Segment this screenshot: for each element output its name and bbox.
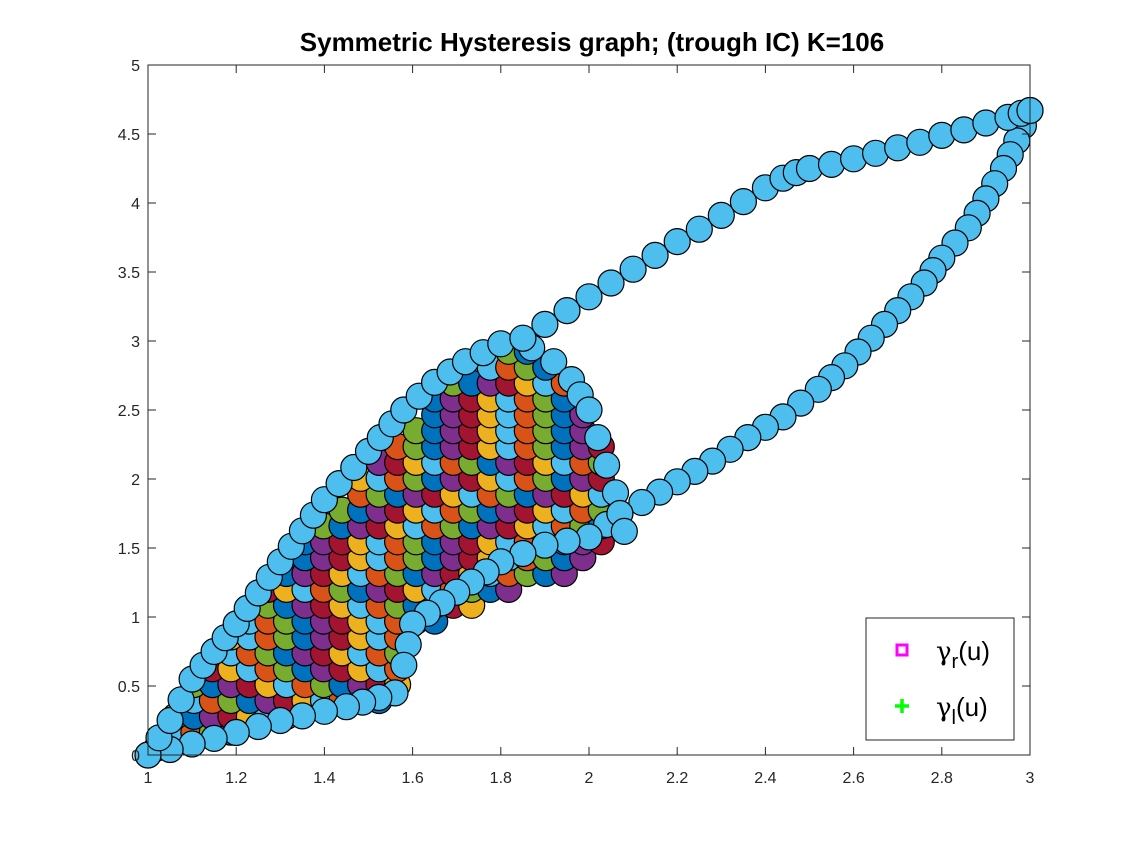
data-point [685,215,713,243]
data-point [597,269,625,297]
x-tick-label: 1.2 [225,770,247,787]
y-tick-label: 0.5 [118,679,140,696]
y-tick-label: 4 [131,196,140,213]
legend-marker-square [895,643,909,657]
legend-suffix: (u) [958,636,990,666]
data-point [540,348,568,376]
data-point [575,396,603,424]
x-tick-label: 1.8 [490,770,512,787]
legend-suffix: (u) [956,692,988,722]
data-point [619,255,647,283]
data-point [663,228,691,256]
x-tick-label: 2.8 [931,770,953,787]
data-point [628,488,656,517]
data-point [729,188,758,216]
legend-subscript: l [952,707,956,729]
data-point [310,697,338,725]
data-point [610,517,638,546]
y-tick-label: 3.5 [118,265,140,282]
data-point [553,297,581,325]
data-point [553,527,581,555]
legend-subscript: r [952,651,959,673]
legend: γr(u)γl(u) [865,617,1015,741]
data-point [584,424,612,452]
x-tick-label: 1.6 [401,770,423,787]
legend-entry-label: γr(u) [936,636,990,673]
legend-symbol: γ [936,637,952,667]
data-point [531,310,559,338]
data-point [575,283,603,311]
x-tick-label: 2.6 [842,770,864,787]
data-point [509,324,537,352]
y-tick-label: 0 [131,748,140,765]
axes: 1 1.2 1.4 1.6 1.8 2 2.2 2.4 2.6 2.8 3 0 0.5 1 1.5 2 2.5 3… [118,58,1035,787]
data-point [390,651,418,679]
data-point [641,241,669,269]
y-tick-label: 2 [131,472,140,489]
x-tick-label: 2.2 [666,770,688,787]
legend-box [865,617,1015,741]
data-point [288,702,316,730]
chart-title: Symmetric Hysteresis graph; (trough IC) … [300,27,884,57]
x-tick-label: 1.4 [313,770,335,787]
legend-entry-label: γl(u) [936,692,988,729]
data-point [707,201,735,229]
x-tick-label: 2 [585,770,594,787]
y-tick-label: 3 [131,334,140,351]
x-tick-label: 3 [1026,770,1035,787]
x-tick-label: 1 [144,770,153,787]
data-point [332,693,360,721]
legend-marker-plus [895,699,909,713]
y-tick-label: 4.5 [118,127,140,144]
y-tick-label: 5 [131,58,140,75]
data-markers [134,96,1044,769]
y-tick-label: 1 [131,610,140,627]
data-point [592,451,621,479]
y-tick-label: 2.5 [118,403,140,420]
legend-symbol: γ [936,693,952,723]
x-tick-label: 2.4 [754,770,776,787]
y-tick-label: 1.5 [118,541,140,558]
